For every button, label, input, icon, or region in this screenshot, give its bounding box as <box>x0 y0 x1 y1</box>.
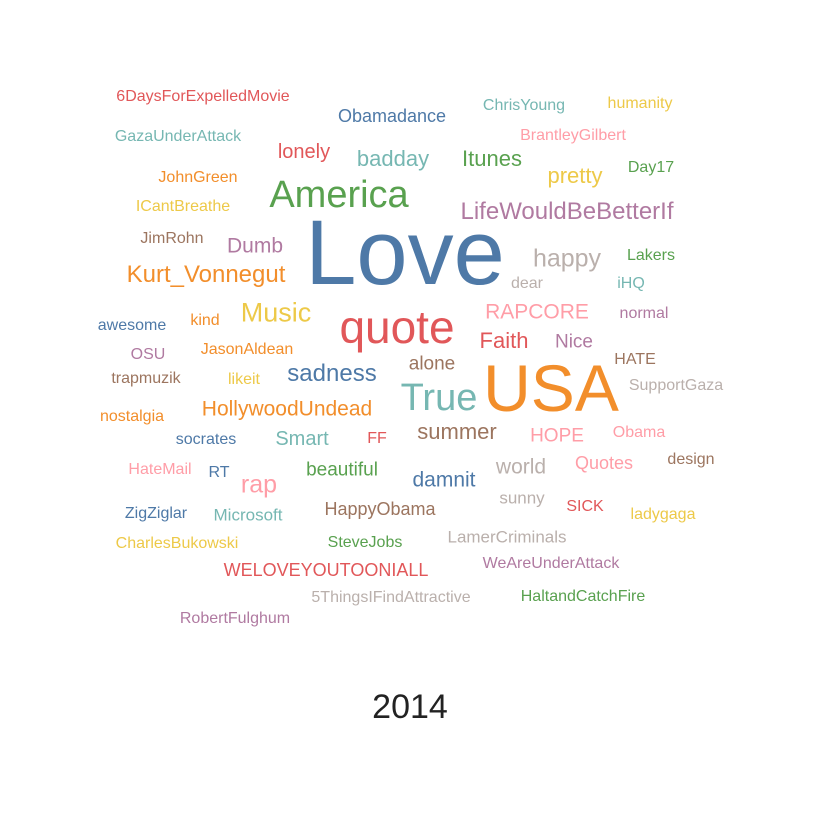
cloud-word: Day17 <box>627 159 675 176</box>
cloud-word: RT <box>208 464 230 481</box>
cloud-word: trapmuzik <box>111 370 181 387</box>
cloud-word: ladygaga <box>630 506 696 523</box>
cloud-word: LifeWouldBeBetterIf <box>460 198 674 225</box>
cloud-word: Kurt_Vonnegut <box>126 261 286 288</box>
cloud-word: sadness <box>287 360 377 387</box>
cloud-word: Lakers <box>626 247 676 264</box>
cloud-word: RobertFulghum <box>179 610 291 627</box>
cloud-word: ICantBreathe <box>135 198 231 215</box>
cloud-word: BrantleyGilbert <box>520 127 626 144</box>
cloud-word: CharlesBukowski <box>115 535 239 552</box>
cloud-word: Itunes <box>462 146 522 171</box>
cloud-word: JohnGreen <box>158 169 238 186</box>
cloud-word: Music <box>240 297 312 328</box>
cloud-word: damnit <box>412 468 476 492</box>
cloud-word: Faith <box>479 328 529 353</box>
cloud-word: likeit <box>227 371 261 388</box>
cloud-word: HOPE <box>530 425 584 447</box>
cloud-word: JasonAldean <box>200 341 294 358</box>
cloud-word: Dumb <box>226 234 284 258</box>
cloud-word: humanity <box>607 95 673 112</box>
cloud-word: WELOVEYOUTOONIALL <box>223 560 429 580</box>
cloud-word: Smart <box>275 428 329 450</box>
cloud-word: SICK <box>566 498 604 515</box>
cloud-word: nostalgia <box>99 408 165 425</box>
cloud-word: quote <box>339 301 455 353</box>
cloud-word: SteveJobs <box>327 534 403 551</box>
cloud-word: Obamadance <box>337 106 447 126</box>
cloud-word: HateMail <box>128 461 192 478</box>
cloud-word: badday <box>356 146 430 171</box>
cloud-word: rap <box>240 470 278 499</box>
year-label: 2014 <box>372 688 448 726</box>
cloud-word: FF <box>367 430 387 447</box>
cloud-word: iHQ <box>617 275 645 292</box>
cloud-word: HATE <box>614 351 656 368</box>
cloud-word: lonely <box>277 141 331 163</box>
cloud-word: beautiful <box>306 459 378 481</box>
cloud-word: America <box>269 174 409 216</box>
cloud-word: OSU <box>130 346 166 363</box>
cloud-word: ChrisYoung <box>482 97 566 114</box>
cloud-word: Obama <box>612 424 666 441</box>
cloud-word: HappyObama <box>324 499 436 519</box>
cloud-word: 5ThingsIFindAttractive <box>311 589 471 606</box>
cloud-word: SupportGaza <box>628 377 724 394</box>
cloud-word: design <box>667 451 715 468</box>
cloud-word: sunny <box>499 488 545 508</box>
cloud-word: True <box>400 377 478 419</box>
cloud-word: pretty <box>547 163 603 188</box>
cloud-word: Love <box>305 202 505 304</box>
cloud-word: HollywoodUndead <box>201 397 373 421</box>
cloud-word: socrates <box>175 431 237 448</box>
cloud-word: awesome <box>97 317 167 334</box>
cloud-word: world <box>495 455 547 479</box>
cloud-word: alone <box>408 353 456 375</box>
cloud-word: happy <box>532 244 602 273</box>
cloud-word: RAPCORE <box>485 300 589 324</box>
cloud-word: Microsoft <box>213 505 283 525</box>
cloud-word: USA <box>483 351 619 425</box>
cloud-word: WeAreUnderAttack <box>482 555 620 572</box>
cloud-word: kind <box>190 312 220 329</box>
cloud-word: GazaUnderAttack <box>114 128 242 145</box>
cloud-word: 6DaysForExpelledMovie <box>116 88 290 105</box>
cloud-word: JimRohn <box>140 230 204 247</box>
cloud-word: LamerCriminals <box>447 527 567 547</box>
cloud-word: ZigZiglar <box>124 505 188 522</box>
cloud-word: Nice <box>554 331 594 353</box>
cloud-word: Quotes <box>574 453 634 473</box>
cloud-word: summer <box>417 419 497 444</box>
cloud-word: normal <box>619 305 669 322</box>
cloud-word: dear <box>510 275 544 292</box>
cloud-word: HaltandCatchFire <box>520 588 646 605</box>
